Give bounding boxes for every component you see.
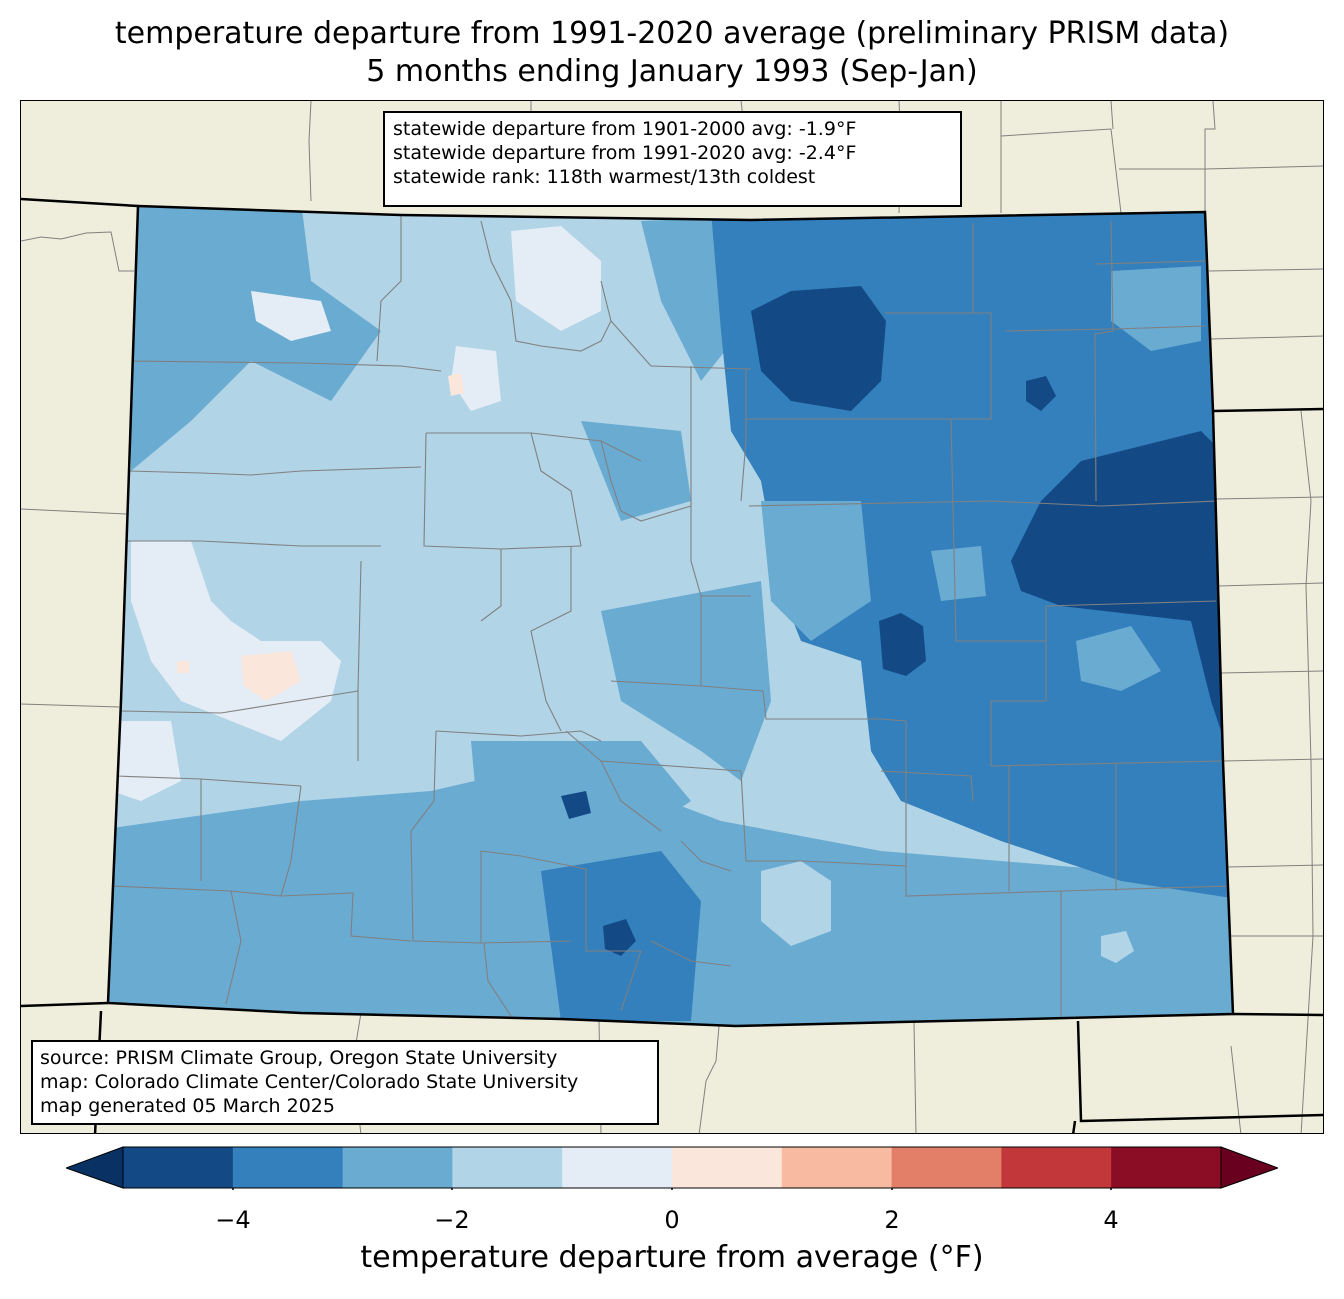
colorbar-label: temperature departure from average (°F): [360, 1240, 984, 1275]
colorbar-bin: [232, 1147, 344, 1188]
stat-departure-1991-2020: statewide departure from 1991-2020 avg: …: [393, 142, 857, 164]
stat-rank: statewide rank: 118th warmest/13th colde…: [393, 166, 816, 188]
colorbar: [66, 1146, 1278, 1190]
credit-source: source: PRISM Climate Group, Oregon Stat…: [40, 1047, 558, 1069]
colorbar-under-arrow: [66, 1146, 124, 1189]
colorbar-bin: [1111, 1147, 1222, 1188]
colorbar-ticks: [232, 1188, 1112, 1190]
colorbar-over-arrow: [1220, 1146, 1278, 1189]
map-title-line-2: 5 months ending January 1993 (Sep-Jan): [366, 54, 978, 89]
colorbar-bin: [562, 1147, 673, 1188]
colorado-state-border: [106, 204, 1235, 1028]
statewide-stats-box: statewide departure from 1901-2000 avg: …: [383, 111, 962, 207]
colorbar-bin: [123, 1147, 234, 1188]
map-panel: [20, 100, 1324, 1134]
colorbar-bin: [452, 1147, 563, 1188]
colorbar-bin: [672, 1147, 783, 1188]
colorado-county-lines: [110, 215, 1232, 1021]
colorbar-bin: [342, 1147, 453, 1188]
colorbar-tick-label: −4: [215, 1206, 251, 1234]
temperature-departure-shading: [108, 206, 1233, 1026]
map-title-line-1: temperature departure from 1991-2020 ave…: [114, 16, 1230, 51]
credits-box: source: PRISM Climate Group, Oregon Stat…: [31, 1040, 659, 1125]
colorbar-bin: [891, 1147, 1002, 1188]
colorado-temperature-map: [21, 101, 1323, 1133]
colorbar-tick-label: −2: [434, 1206, 470, 1234]
colorbar-tick-label: 4: [1103, 1206, 1119, 1234]
credit-generated: map generated 05 March 2025: [40, 1095, 335, 1117]
credit-map: map: Colorado Climate Center/Colorado St…: [40, 1071, 579, 1093]
colorbar-bin: [1001, 1147, 1112, 1188]
colorbar-bin: [781, 1147, 893, 1188]
colorbar-tick-label: 0: [664, 1206, 680, 1234]
stat-departure-1901-2000: statewide departure from 1901-2000 avg: …: [393, 118, 857, 140]
colorbar-tick-label: 2: [884, 1206, 900, 1234]
colorbar-bins: [123, 1147, 1222, 1188]
